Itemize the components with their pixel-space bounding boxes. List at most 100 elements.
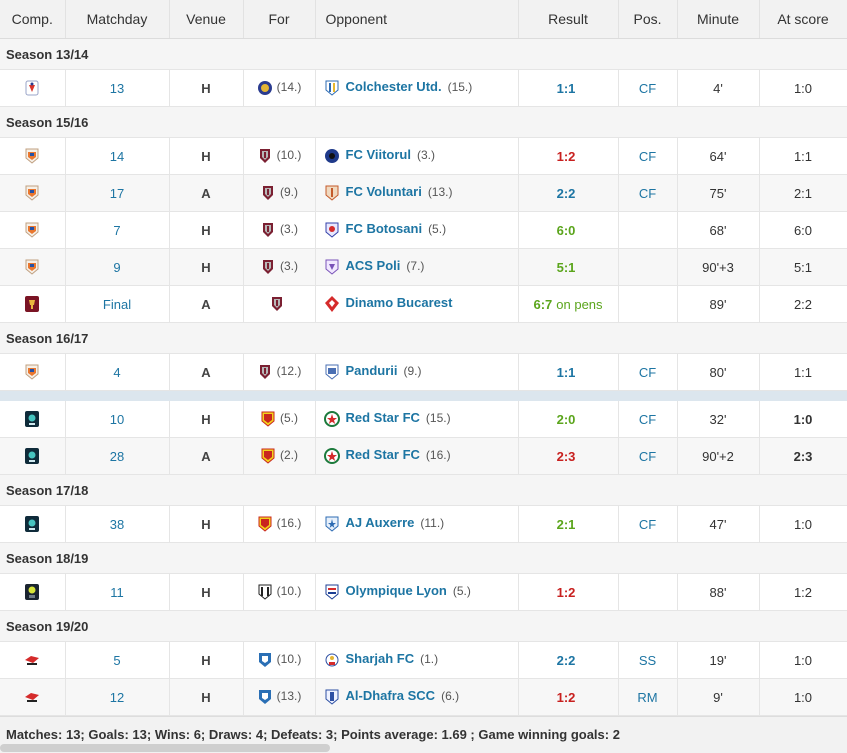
col-opponent[interactable]: Opponent [315,0,519,39]
matchday-link[interactable]: 13 [65,69,170,107]
opponent-link[interactable]: Al-Dhafra SCC [345,688,436,704]
comp-cell[interactable] [0,678,66,716]
result-cell[interactable]: 1:2 [518,573,619,611]
comp-cell[interactable] [0,437,66,475]
comp-cell[interactable] [0,137,66,175]
result-link[interactable]: 1:2 [556,689,576,705]
result-link[interactable]: 1:2 [556,584,576,600]
competition-logo-icon[interactable] [24,515,40,533]
result-cell[interactable]: 1:2 [518,137,619,175]
matchday-link[interactable]: 11 [65,573,170,611]
opponent-link[interactable]: Dinamo Bucarest [345,295,453,311]
own-club-crest-icon[interactable] [260,410,276,428]
opponent-crest-icon[interactable] [324,651,340,669]
competition-logo-icon[interactable] [24,79,40,97]
result-link[interactable]: 2:3 [556,448,576,464]
opponent-crest-icon[interactable] [324,583,340,601]
comp-cell[interactable] [0,174,66,212]
result-cell[interactable]: 2:2 [518,641,619,679]
competition-logo-icon[interactable] [24,258,40,276]
result-cell[interactable]: 2:1 [518,505,619,543]
opponent-crest-icon[interactable] [323,410,340,428]
col-comp[interactable]: Comp. [0,0,66,39]
own-club-crest-icon[interactable] [257,515,273,533]
matchday-link[interactable]: 14 [65,137,170,175]
own-club-crest-icon[interactable] [257,583,273,601]
opponent-crest-icon[interactable] [324,258,340,276]
own-club-crest-icon[interactable] [257,688,273,706]
opponent-crest-icon[interactable] [324,363,340,381]
matchday-link[interactable]: 28 [65,437,170,475]
competition-logo-icon[interactable] [24,363,40,381]
opponent-crest-icon[interactable] [324,221,340,239]
opponent-crest-icon[interactable] [323,447,340,465]
col-for[interactable]: For [243,0,316,39]
matchday-link[interactable]: 17 [65,174,170,212]
comp-cell[interactable] [0,248,66,286]
own-club-crest-icon[interactable] [260,258,276,276]
opponent-link[interactable]: Red Star FC [345,447,420,463]
result-link[interactable]: 5:1 [556,259,576,275]
competition-logo-icon[interactable] [24,651,40,669]
comp-cell[interactable] [0,211,66,249]
result-link[interactable]: 1:1 [556,364,576,380]
result-link[interactable]: 2:1 [556,516,576,532]
opponent-crest-icon[interactable] [324,515,340,533]
result-cell[interactable]: 2:3 [518,437,619,475]
col-venue[interactable]: Venue [169,0,244,39]
matchday-link[interactable]: 5 [65,641,170,679]
result-link[interactable]: 2:0 [556,411,576,427]
comp-cell[interactable] [0,641,66,679]
result-link[interactable]: 1:1 [556,80,576,96]
competition-logo-icon[interactable] [24,147,40,165]
comp-cell[interactable] [0,573,66,611]
competition-logo-icon[interactable] [24,295,40,313]
own-club-crest-icon[interactable] [257,651,273,669]
col-pos[interactable]: Pos. [618,0,678,39]
own-club-crest-icon[interactable] [260,221,276,239]
matchday-link[interactable]: 38 [65,505,170,543]
comp-cell[interactable] [0,353,66,391]
opponent-crest-icon[interactable] [324,147,340,165]
own-club-crest-icon[interactable] [257,79,273,97]
competition-logo-icon[interactable] [24,688,40,706]
result-link[interactable]: 6:0 [556,222,576,238]
own-club-crest-icon[interactable] [257,147,273,165]
matchday-link[interactable]: 4 [65,353,170,391]
opponent-crest-icon[interactable] [324,79,340,97]
competition-logo-icon[interactable] [24,410,40,428]
col-result[interactable]: Result [518,0,619,39]
result-cell[interactable]: 1:1 [518,353,619,391]
result-cell[interactable]: 2:2 [518,174,619,212]
result-link[interactable]: 2:2 [556,185,576,201]
opponent-link[interactable]: Pandurii [345,363,398,379]
result-cell[interactable]: 2:0 [518,401,619,438]
opponent-link[interactable]: Olympique Lyon [345,583,447,599]
result-link[interactable]: 6:7 [533,296,553,312]
matchday-link[interactable]: 10 [65,401,170,438]
result-cell[interactable]: 1:1 [518,69,619,107]
opponent-crest-icon[interactable] [324,295,340,313]
result-link[interactable]: 1:2 [556,148,576,164]
competition-logo-icon[interactable] [24,583,40,601]
opponent-link[interactable]: FC Viitorul [345,147,411,163]
col-matchday[interactable]: Matchday [65,0,170,39]
opponent-crest-icon[interactable] [324,688,340,706]
result-cell[interactable]: 1:2 [518,678,619,716]
horizontal-scrollbar[interactable] [0,744,330,752]
opponent-link[interactable]: Sharjah FC [345,651,415,667]
result-cell[interactable]: 6:7 on pens [518,285,619,323]
own-club-crest-icon[interactable] [260,184,276,202]
competition-logo-icon[interactable] [24,447,40,465]
own-club-crest-icon[interactable] [260,447,276,465]
opponent-link[interactable]: AJ Auxerre [345,515,415,531]
matchday-link[interactable]: 9 [65,248,170,286]
matchday-link[interactable]: Final [65,285,170,323]
comp-cell[interactable] [0,285,66,323]
opponent-link[interactable]: Red Star FC [345,410,420,426]
col-minute[interactable]: Minute [677,0,760,39]
matchday-link[interactable]: 12 [65,678,170,716]
opponent-link[interactable]: FC Botosani [345,221,423,237]
col-at-score[interactable]: At score [759,0,847,39]
competition-logo-icon[interactable] [24,184,40,202]
